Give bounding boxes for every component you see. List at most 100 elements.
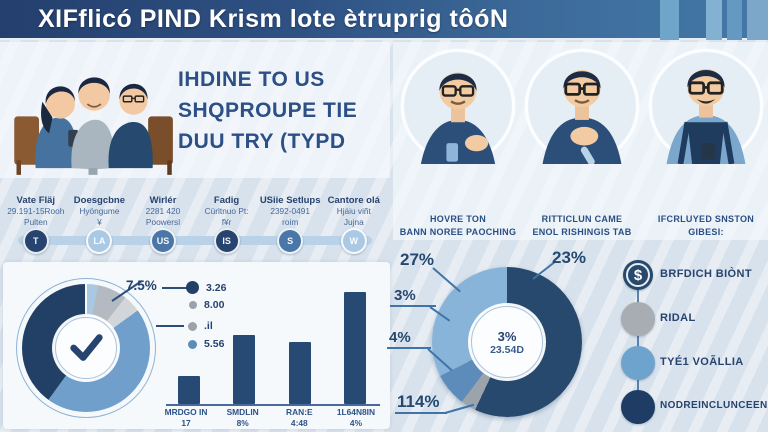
left-donut-slices xyxy=(22,284,150,412)
callout-line xyxy=(156,325,184,327)
timeline-step-3: Wirlér 2281 420 Poowersl US xyxy=(131,186,195,262)
legend-dot xyxy=(188,339,197,349)
timeline-step-sub: roim xyxy=(282,217,299,228)
timeline-step-sub: 29.191-15Rooh xyxy=(7,206,65,217)
process-timeline: Vate Fläj 29.191-15Rooh Pulten T Doesgcb… xyxy=(4,186,386,262)
donut-callout-23: 23% xyxy=(552,248,587,267)
timeline-step-title: Doesgcbne xyxy=(73,195,125,207)
left-donut-callout: 7.5% xyxy=(126,278,157,293)
bar-chart-labels: MRDGO IN 17 SMDLIN 8% RAN:E 4:48 1L64N8IN 4% xyxy=(158,407,384,428)
legend-label: NODREINCLUNCEEN xyxy=(660,400,768,411)
man-with-apron-illustration xyxy=(648,48,764,165)
legend-label: 8.00 xyxy=(204,299,225,311)
legend-label: 3.26 xyxy=(206,281,227,294)
timeline-step-title: USiie Setlups xyxy=(259,195,321,207)
callout-line xyxy=(387,347,431,349)
timeline-step-sub: Hyöngume xyxy=(79,206,120,217)
man-hand-on-chest-illustration xyxy=(524,48,640,166)
page-title: XIFflicó PIND Krism lote ètruprig tôóN xyxy=(38,5,509,33)
timeline-step-4: Fadig Cürltnuo Pt: f¥r IS xyxy=(195,186,259,262)
figure-2: RITTICLUN CAME ENOL RISHINGIS TAB xyxy=(522,48,642,238)
bar xyxy=(233,334,256,404)
bar xyxy=(343,292,366,404)
legend-label: 5.56 xyxy=(204,338,225,350)
hero-heading: IHDINE TO US SHQPROUPE TIE DUU TRY (TYPD xyxy=(178,64,390,157)
legend-dot xyxy=(189,301,197,309)
hero-heading-line: SHQPROUPE TIE xyxy=(178,99,358,122)
timeline-step-title: Fadig xyxy=(213,195,240,207)
right-donut-legend: $ BRFDICH BIÒNT RIDAL TYÉ1 VOÃLLIA NODRE… xyxy=(612,256,768,428)
timeline-step-1: Vate Fläj 29.191-15Rooh Pulten T xyxy=(4,186,68,262)
bar xyxy=(288,342,311,404)
legend-label: RIDAL xyxy=(660,312,696,324)
timeline-step-title: Vate Fläj xyxy=(16,195,56,207)
bar-label: RAN:E 4:48 xyxy=(286,407,313,428)
legend-dot xyxy=(186,281,199,294)
donut-callout-114: 114% xyxy=(397,392,440,411)
header-decorative-stripe xyxy=(660,0,679,40)
dollar-sign-icon: $ xyxy=(626,263,650,287)
donut-radius-line xyxy=(85,284,87,318)
legend-label: BRFDICH BIÒNT xyxy=(660,268,752,280)
timeline-step-sub: 2281 420 xyxy=(145,206,181,217)
timeline-step-icon: W xyxy=(340,228,367,254)
left-donut-chart xyxy=(16,278,156,418)
timeline-connector xyxy=(18,236,372,245)
legend-marker xyxy=(621,390,655,424)
callout-line xyxy=(444,403,475,414)
legend-item: 3.26 xyxy=(186,281,226,294)
timeline-step-icon: IS xyxy=(213,228,240,254)
legend-marker xyxy=(621,346,655,380)
callout-line xyxy=(390,305,436,307)
header-decorative-stripe xyxy=(747,0,768,40)
legend-marker xyxy=(621,302,655,336)
checkmark-icon xyxy=(70,334,103,361)
callout-line xyxy=(395,412,447,414)
donut-callout-3: 3% xyxy=(394,287,416,304)
figure-caption: RITTICLUN CAME ENOL RISHINGIS TAB xyxy=(532,214,632,237)
timeline-step-sub: Poowersl xyxy=(145,217,181,228)
figure-1: HOVRE TON BANN NOREE PAOCHING xyxy=(398,48,518,238)
timeline-step-sub: Jujna xyxy=(343,217,364,228)
callout-line xyxy=(432,267,461,293)
legend-marker: $ xyxy=(623,260,653,290)
timeline-step-icon: S xyxy=(277,228,304,254)
timeline-step-sub: Cürltnuo Pt: xyxy=(204,206,249,217)
timeline-step-5: USiie Setlups 2392-0491 roim S xyxy=(258,186,322,262)
donut-callout-27: 27% xyxy=(400,250,435,269)
figure-caption: HOVRE TON BANN NOREE PAOCHING xyxy=(399,214,517,237)
timeline-step-icon: T xyxy=(22,228,49,254)
timeline-step-title: Cantore olá xyxy=(327,195,380,207)
bar-chart-axis xyxy=(166,404,380,406)
timeline-step-sub: Hjáiu viñt xyxy=(336,206,371,217)
timeline-step-sub: 2392-0491 xyxy=(270,206,311,217)
right-donut-chart: 3% 23.54D xyxy=(432,267,582,417)
timeline-step-icon: LA xyxy=(86,228,113,254)
donut-center-subvalue: 23.54D xyxy=(490,343,524,356)
timeline-step-icon: US xyxy=(149,228,176,254)
legend-item: 8.00 xyxy=(186,299,224,311)
bar xyxy=(178,376,200,404)
hero-heading-line: DUU TRY (TYPD xyxy=(178,130,346,153)
people-at-table-illustration xyxy=(14,77,173,175)
bar-label: SMDLIN 8% xyxy=(226,407,259,428)
legend-label: .il xyxy=(204,320,213,332)
callout-line xyxy=(162,287,188,289)
timeline-step-sub: ¥ xyxy=(97,217,102,228)
donut-center-value: 3% xyxy=(497,328,517,344)
timeline-step-sub: f¥r xyxy=(221,217,232,228)
donut-callout-4: 4% xyxy=(389,329,411,346)
right-donut-center: 3% 23.54D xyxy=(471,306,543,378)
bar-label: 1L64N8IN 4% xyxy=(336,407,376,428)
legend-connector-line xyxy=(637,274,639,412)
legend-label: TYÉ1 VOÃLLIA xyxy=(660,356,744,368)
legend-dot xyxy=(188,321,197,331)
legend-item: .il xyxy=(186,320,213,332)
timeline-step-sub: Pulten xyxy=(24,217,48,228)
man-with-phone-illustration xyxy=(400,48,516,164)
bar-label: MRDGO IN 17 xyxy=(164,407,208,428)
header-bar: XIFflicó PIND Krism lote ètruprig tôóN xyxy=(0,0,768,40)
left-donut-center xyxy=(55,317,117,379)
header-decorative-stripe xyxy=(727,0,742,40)
